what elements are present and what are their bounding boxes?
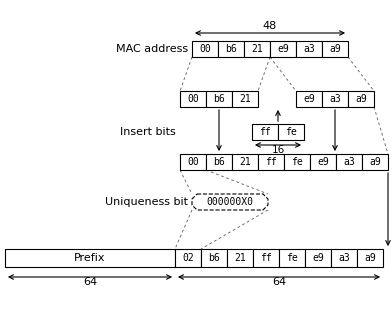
Bar (270, 41, 296, 57)
Bar (296, 91, 322, 107)
Text: a9: a9 (355, 94, 367, 104)
Text: fe: fe (286, 253, 298, 263)
Text: MAC address: MAC address (116, 44, 188, 54)
Text: a3: a3 (329, 94, 341, 104)
Text: 000000X0: 000000X0 (207, 197, 254, 207)
Text: 00: 00 (187, 94, 199, 104)
Bar (322, 41, 348, 57)
Text: a9: a9 (329, 44, 341, 54)
Bar (218, 41, 244, 57)
Bar (331, 249, 357, 267)
Text: 64: 64 (272, 277, 286, 287)
Bar (279, 249, 305, 267)
Bar (348, 91, 374, 107)
Polygon shape (192, 194, 268, 210)
Bar (322, 91, 348, 107)
Bar (201, 249, 227, 267)
Bar (357, 249, 383, 267)
Text: 48: 48 (263, 21, 277, 31)
Text: e9: e9 (317, 157, 329, 167)
Text: 64: 64 (83, 277, 97, 287)
Text: ff: ff (259, 127, 271, 137)
Text: 02: 02 (182, 253, 194, 263)
Bar (284, 154, 310, 170)
Bar (5, 249, 175, 267)
Bar (192, 41, 218, 57)
Bar (305, 249, 331, 267)
Text: b6: b6 (208, 253, 220, 263)
Text: Insert bits: Insert bits (120, 127, 176, 137)
Text: 21: 21 (234, 253, 246, 263)
Text: a3: a3 (343, 157, 355, 167)
Text: 21: 21 (239, 94, 251, 104)
Text: b6: b6 (225, 44, 237, 54)
Bar (175, 249, 201, 267)
Bar (362, 154, 388, 170)
Bar (232, 154, 258, 170)
Text: a3: a3 (303, 44, 315, 54)
Text: 00: 00 (187, 157, 199, 167)
Text: b6: b6 (213, 157, 225, 167)
Text: b6: b6 (213, 94, 225, 104)
Text: e9: e9 (303, 94, 315, 104)
Bar (232, 91, 258, 107)
Text: ff: ff (265, 157, 277, 167)
Text: ff: ff (260, 253, 272, 263)
Bar (336, 154, 362, 170)
Text: 21: 21 (239, 157, 251, 167)
Bar (244, 41, 270, 57)
Text: 21: 21 (251, 44, 263, 54)
Bar (180, 91, 206, 107)
Text: a9: a9 (369, 157, 381, 167)
Bar (258, 154, 284, 170)
Bar (206, 154, 232, 170)
Bar (206, 91, 232, 107)
Bar (253, 249, 279, 267)
Text: e9: e9 (277, 44, 289, 54)
Bar (227, 249, 253, 267)
Text: Prefix: Prefix (74, 253, 106, 263)
Text: fe: fe (291, 157, 303, 167)
Bar (278, 124, 304, 140)
Bar (252, 124, 278, 140)
Bar (296, 41, 322, 57)
Text: 16: 16 (271, 145, 285, 155)
Text: a9: a9 (364, 253, 376, 263)
Bar (180, 154, 206, 170)
Text: fe: fe (285, 127, 297, 137)
Text: Uniqueness bit: Uniqueness bit (105, 197, 188, 207)
Bar (310, 154, 336, 170)
Text: e9: e9 (312, 253, 324, 263)
Text: 00: 00 (199, 44, 211, 54)
Text: a3: a3 (338, 253, 350, 263)
